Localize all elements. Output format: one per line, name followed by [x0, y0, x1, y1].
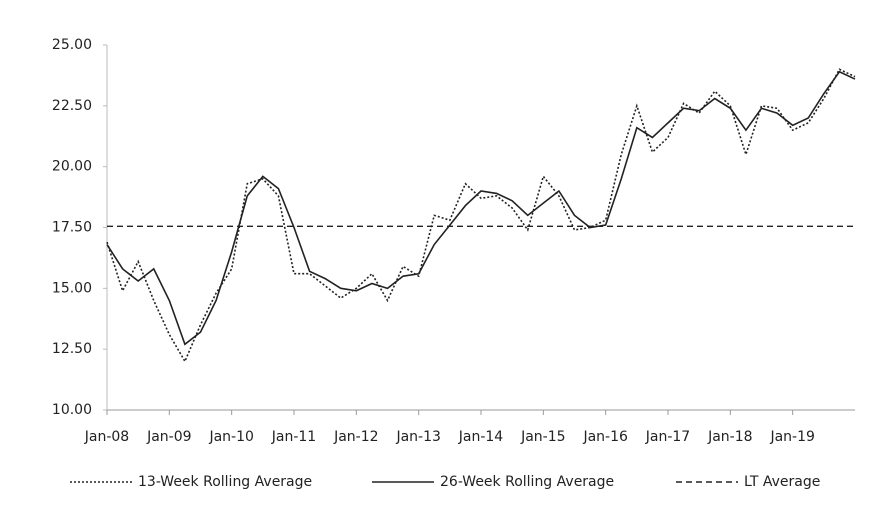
x-tick-label: Jan-14 [458, 429, 504, 445]
y-tick-label: 10.00 [52, 402, 92, 418]
x-tick-label: Jan-18 [707, 429, 752, 445]
y-tick-label: 20.00 [52, 159, 92, 175]
x-tick-label: Jan-10 [208, 429, 253, 445]
y-tick-label: 12.50 [52, 341, 92, 357]
series-line [106, 68, 856, 364]
x-tick-label: Jan-15 [520, 429, 565, 445]
legend-label: 13-Week Rolling Average [138, 474, 312, 490]
series-line [106, 70, 856, 346]
x-tick-label: Jan-08 [84, 429, 129, 445]
y-tick-label: 25.00 [52, 37, 92, 53]
x-tick-label: Jan-19 [769, 429, 814, 445]
y-tick-label: 17.50 [52, 220, 92, 236]
x-tick-label: Jan-17 [645, 429, 690, 445]
legend-label: 26-Week Rolling Average [440, 474, 614, 490]
y-tick-label: 22.50 [52, 98, 92, 114]
y-tick-label: 15.00 [52, 280, 92, 296]
legend-label: LT Average [744, 474, 820, 490]
x-tick-label: Jan-11 [271, 429, 316, 445]
x-tick-label: Jan-12 [333, 429, 378, 445]
x-tick-label: Jan-16 [582, 429, 628, 445]
x-tick-label: Jan-13 [395, 429, 440, 445]
x-tick-label: Jan-09 [146, 429, 191, 445]
